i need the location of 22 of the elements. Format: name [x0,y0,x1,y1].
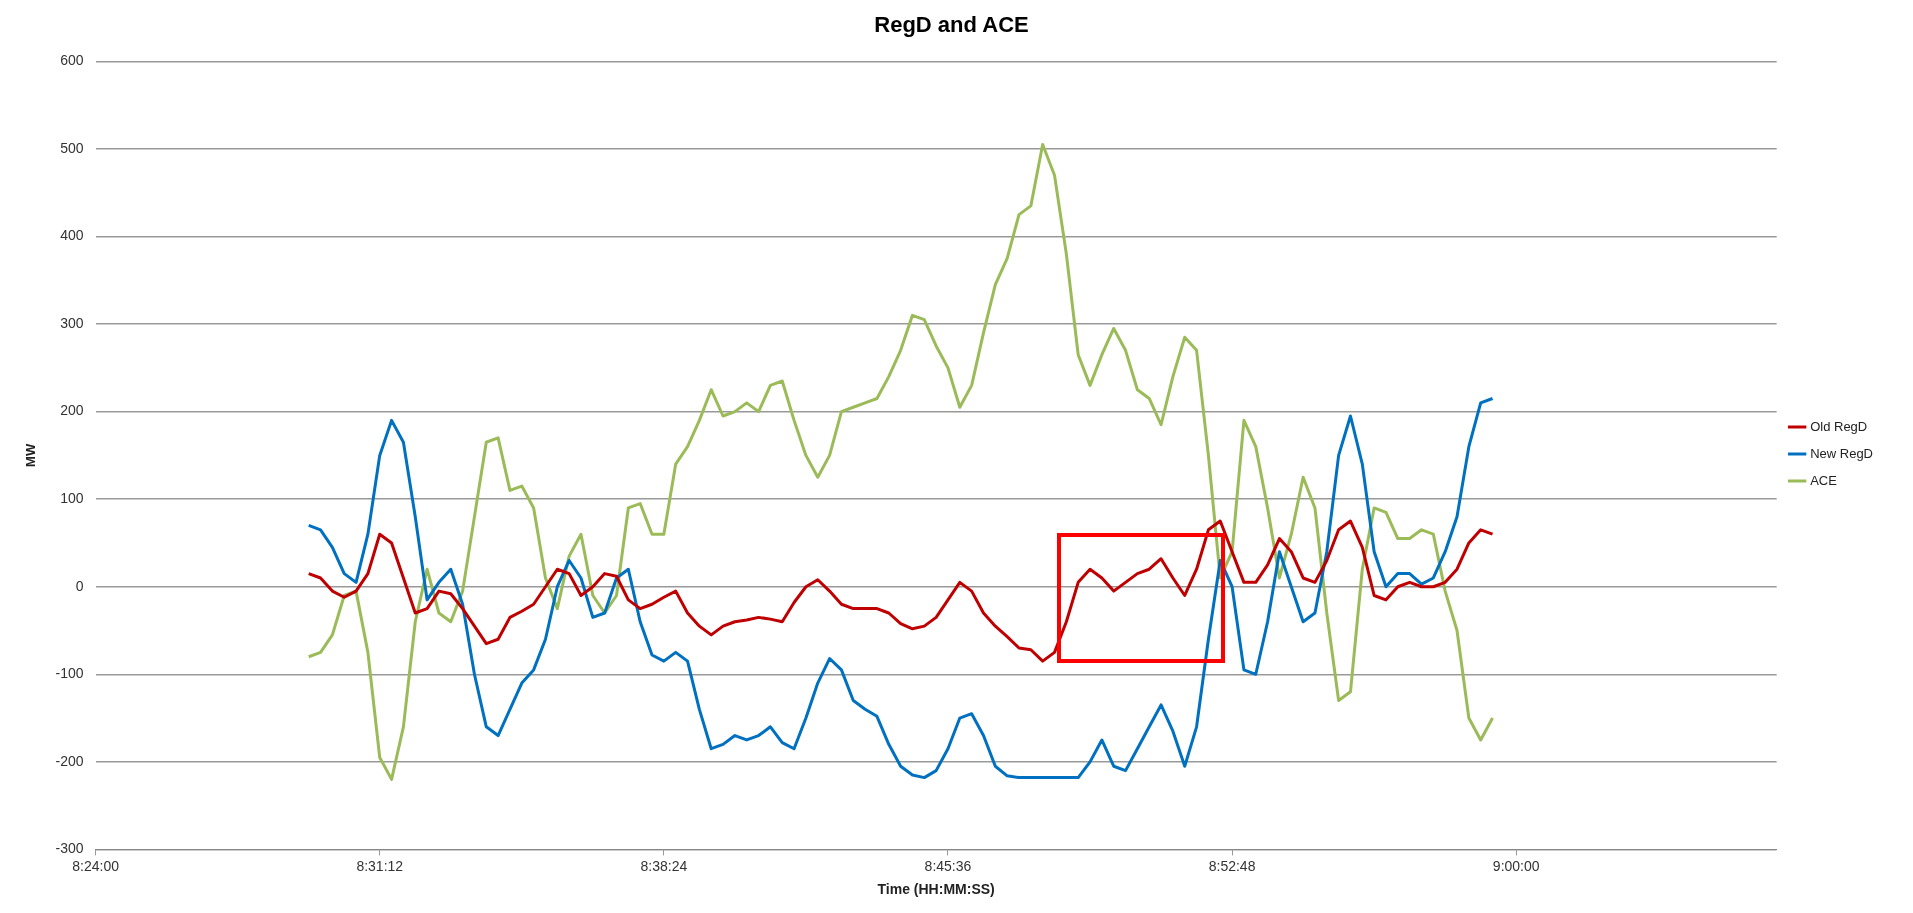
y-tick-label: 100 [60,490,84,507]
y-tick-label: -200 [55,752,84,769]
legend-label: New RegD [1810,445,1873,461]
x-tick-label: 9:00:00 [1492,857,1540,874]
x-tick-label: 8:52:48 [1208,857,1256,874]
legend-label: ACE [1810,472,1838,488]
y-tick-label: -100 [55,665,84,682]
y-tick-label: 200 [60,402,84,419]
y-axis-title: MW [23,443,39,467]
x-tick-label: 8:31:12 [356,857,404,874]
y-tick-label: 600 [60,52,84,69]
y-tick-label: 500 [60,139,84,156]
x-tick-label: 8:24:00 [72,857,120,874]
y-tick-label: -300 [55,840,84,857]
legend-label: Old RegD [1810,418,1868,434]
y-tick-label: 0 [75,577,84,594]
x-tick-label: 8:45:36 [924,857,972,874]
chart-title: RegD and ACE [874,12,1029,38]
y-tick-label: 400 [60,227,84,244]
x-axis-title: Time (HH:MM:SS) [877,881,995,898]
x-tick-label: 8:38:24 [640,857,688,874]
y-tick-label: 300 [60,314,84,331]
